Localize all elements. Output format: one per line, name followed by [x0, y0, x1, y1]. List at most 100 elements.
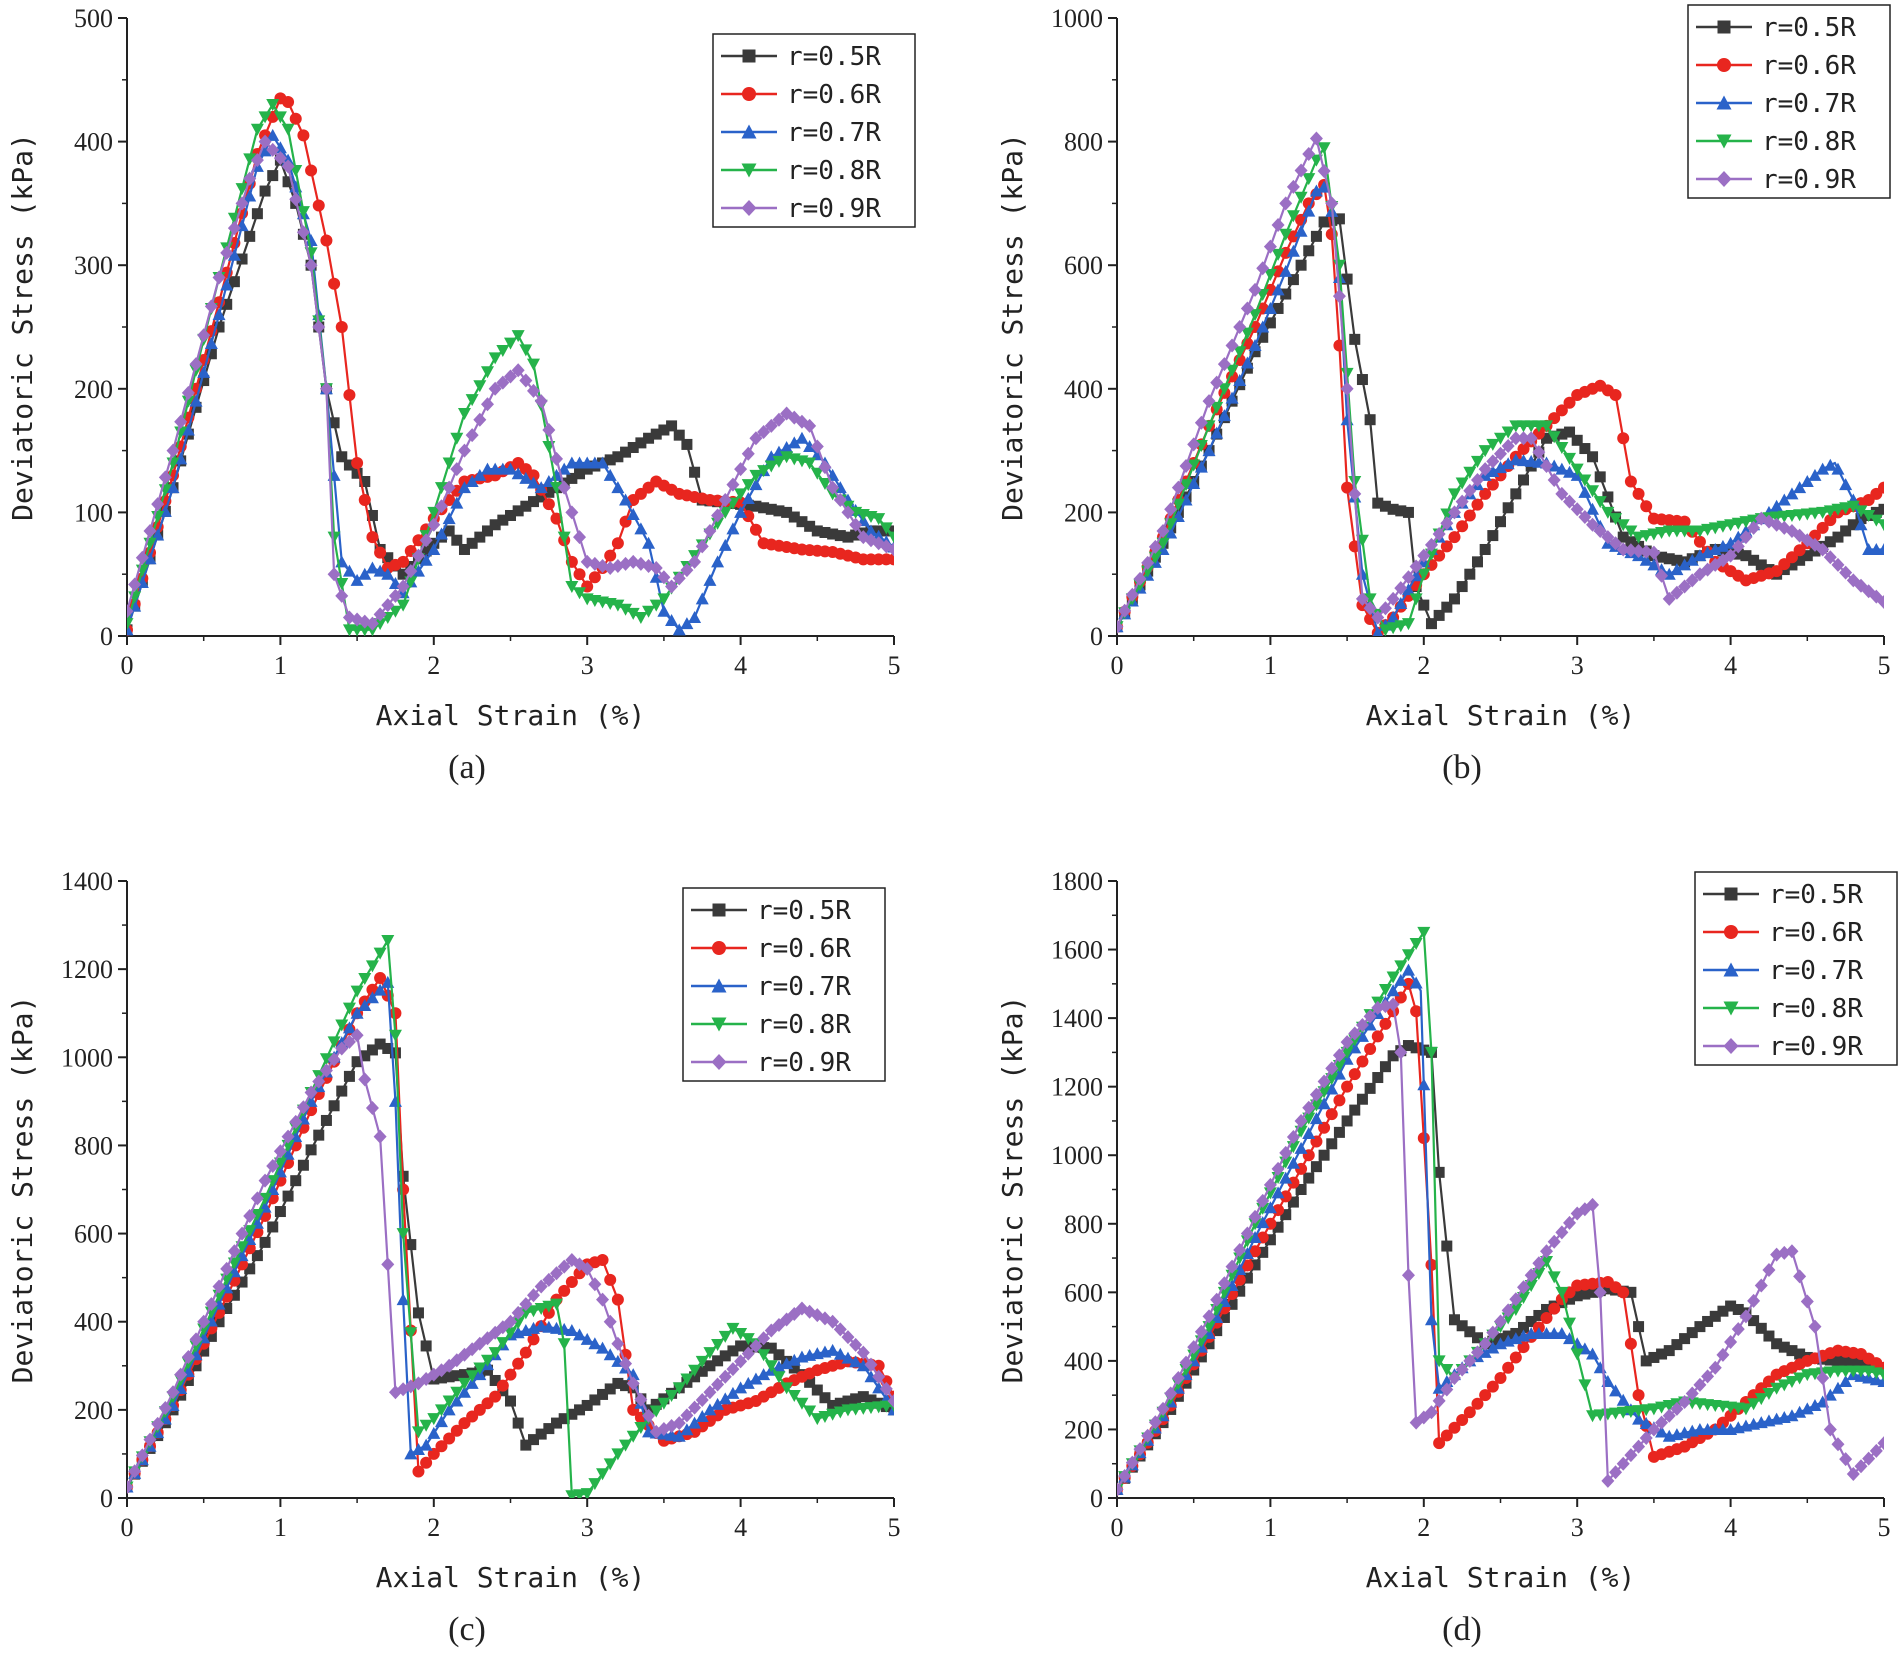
data-point	[658, 424, 670, 436]
data-point	[1777, 1379, 1791, 1392]
data-point	[1540, 1312, 1553, 1325]
data-point	[190, 1360, 202, 1372]
data-point	[665, 1428, 679, 1441]
data-point	[366, 1044, 378, 1056]
data-point	[772, 1371, 786, 1384]
series-r-0-9r	[127, 1028, 894, 1494]
data-point	[243, 1208, 257, 1223]
data-point	[1647, 558, 1661, 571]
legend-label: r=0.9R	[1769, 1032, 1863, 1062]
data-point	[1624, 475, 1637, 488]
data-point	[1639, 553, 1653, 566]
data-point	[128, 1464, 142, 1479]
data-point	[1593, 523, 1607, 538]
series-line	[1117, 146, 1884, 631]
data-point	[1141, 555, 1155, 570]
data-point	[1617, 432, 1630, 445]
data-point	[1533, 1309, 1545, 1321]
data-point	[741, 1376, 755, 1389]
data-point	[680, 563, 694, 578]
legend-item: r=0.6R	[1703, 918, 1863, 948]
data-point	[1800, 1402, 1814, 1415]
data-point	[810, 439, 824, 454]
data-point	[603, 1348, 617, 1361]
data-point	[1302, 1100, 1316, 1115]
data-point	[1333, 213, 1345, 225]
data-point	[1686, 1327, 1698, 1339]
data-point	[381, 1257, 395, 1272]
data-point	[1801, 550, 1813, 562]
data-point	[411, 564, 425, 577]
data-point	[1540, 1244, 1554, 1259]
data-point	[857, 1391, 869, 1403]
y-tick-label: 200	[1064, 1415, 1103, 1444]
data-point	[1762, 1387, 1776, 1400]
data-point	[1410, 1005, 1423, 1018]
data-point	[672, 1416, 686, 1431]
data-point	[1739, 516, 1753, 529]
data-point	[1823, 1388, 1837, 1401]
data-point	[1424, 537, 1438, 552]
data-point	[727, 1345, 739, 1357]
data-point	[381, 567, 395, 580]
y-tick-label: 600	[74, 1220, 113, 1249]
data-point	[1424, 1405, 1438, 1420]
data-point	[282, 176, 294, 188]
data-point	[373, 618, 387, 631]
data-point	[365, 1100, 379, 1115]
data-point	[412, 1307, 424, 1319]
data-point	[1563, 494, 1577, 509]
data-point	[190, 401, 202, 413]
data-point	[596, 456, 610, 469]
data-point	[1586, 1197, 1600, 1212]
data-point	[420, 1340, 432, 1352]
data-point	[1793, 481, 1807, 494]
data-point	[604, 549, 617, 562]
data-point	[826, 480, 840, 495]
data-point	[1793, 1269, 1807, 1284]
data-point	[1639, 544, 1653, 559]
data-point	[1401, 583, 1415, 596]
data-point	[1748, 1315, 1760, 1327]
data-point	[1854, 505, 1868, 518]
data-point	[558, 1413, 570, 1425]
data-point	[681, 438, 693, 450]
data-point	[1808, 1319, 1822, 1334]
data-point	[1625, 1286, 1637, 1298]
data-point	[1671, 1339, 1683, 1351]
data-point	[850, 529, 862, 541]
data-point	[573, 530, 587, 545]
data-point	[1303, 245, 1315, 257]
data-point	[634, 1392, 648, 1407]
x-tick-label: 4	[1724, 651, 1737, 680]
data-point	[1401, 949, 1415, 962]
data-point	[1171, 1371, 1185, 1386]
data-point	[434, 1404, 448, 1417]
data-point	[457, 481, 471, 494]
data-point	[1494, 446, 1507, 461]
data-point	[764, 418, 778, 433]
data-point	[688, 1364, 702, 1377]
data-point	[1609, 536, 1623, 551]
data-point	[703, 1385, 717, 1400]
data-point	[312, 199, 325, 212]
data-point	[1156, 1401, 1170, 1416]
data-point	[619, 493, 633, 506]
data-point	[1486, 438, 1500, 451]
data-point	[557, 480, 571, 495]
data-point	[603, 1314, 617, 1329]
data-point	[227, 1244, 241, 1259]
y-tick-label: 1400	[61, 867, 113, 896]
x-tick-label: 3	[581, 1513, 594, 1542]
data-point	[396, 579, 410, 594]
data-point	[712, 1355, 724, 1367]
data-point	[1302, 204, 1316, 217]
data-point	[1317, 163, 1331, 178]
data-point	[703, 573, 717, 586]
data-point	[212, 1279, 226, 1294]
series-r-0-6r	[1117, 977, 1884, 1496]
legend-marker	[711, 1017, 727, 1032]
data-point	[703, 523, 717, 538]
legend-marker	[1724, 887, 1738, 901]
legend-marker	[1716, 134, 1732, 149]
